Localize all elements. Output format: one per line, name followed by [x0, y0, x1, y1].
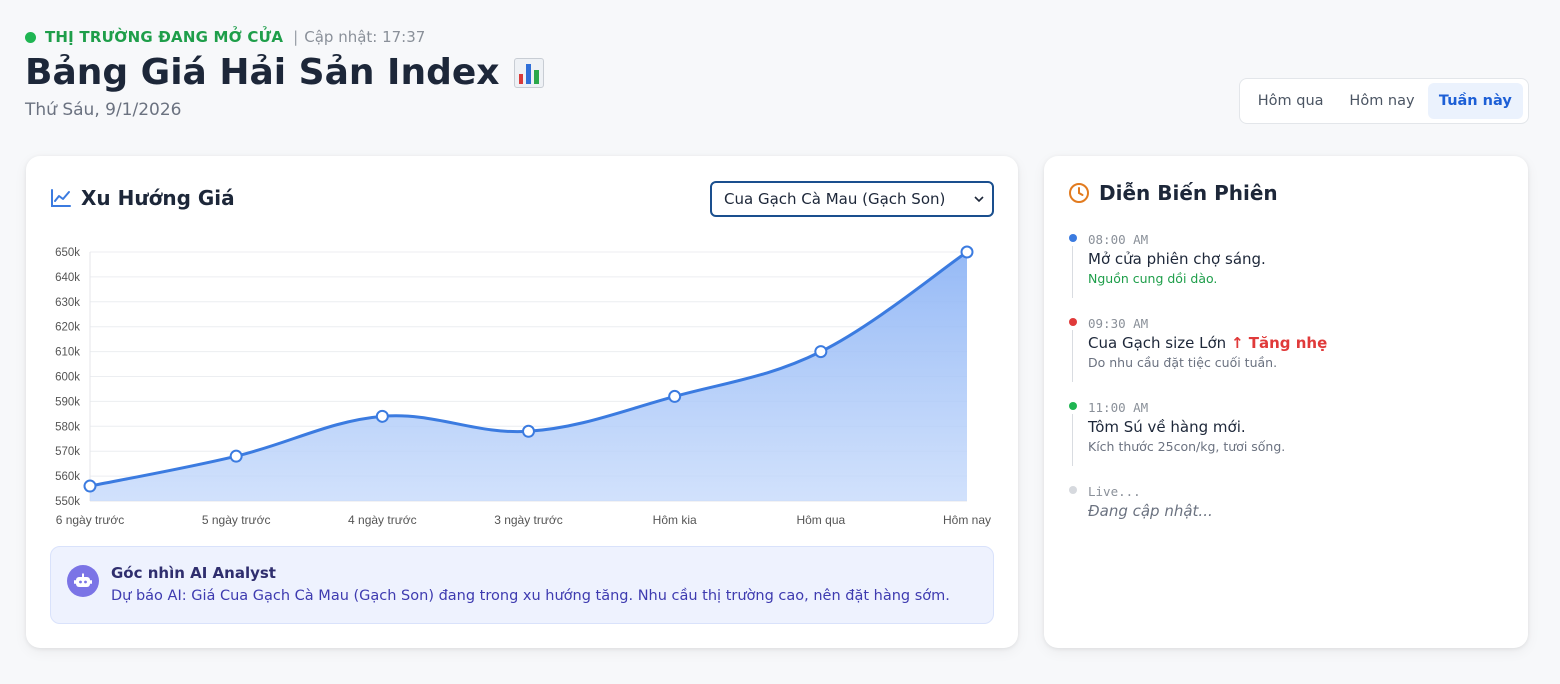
tab-today[interactable]: Hôm nay	[1349, 93, 1415, 109]
y-tick-label: 590k	[55, 396, 80, 408]
page-date: Thứ Sáu, 9/1/2026	[25, 100, 182, 120]
price-up-badge: ↑ Tăng nhẹ	[1230, 334, 1328, 352]
timeline-connector	[1072, 246, 1073, 298]
live-status: Đang cập nhật...	[1088, 502, 1213, 520]
tab-yesterday[interactable]: Hôm qua	[1257, 93, 1324, 109]
data-point[interactable]	[83, 479, 97, 493]
tab-this-week[interactable]: Tuần này	[1427, 83, 1523, 119]
bar-chart-icon	[513, 57, 544, 88]
y-tick-label: 560k	[55, 471, 80, 483]
timeline-connector	[1072, 414, 1073, 466]
x-tick-label: Hôm qua	[796, 513, 845, 527]
event-note: Nguồn cung dồi dào.	[1088, 271, 1218, 286]
chevron-down-icon	[974, 196, 984, 203]
y-tick-label: 580k	[55, 421, 80, 433]
timeline-item: 11:00 AM Tôm Sú về hàng mới. Kích thước …	[1066, 400, 1506, 484]
insight-text: Dự báo AI: Giá Cua Gạch Cà Mau (Gạch Son…	[111, 588, 950, 604]
series-area	[90, 252, 967, 501]
update-time: Cập nhật: 17:37	[304, 28, 426, 46]
y-tick-label: 650k	[55, 247, 80, 259]
timeline-item: 09:30 AM Cua Gạch size Lớn ↑ Tăng nhẹ Do…	[1066, 316, 1506, 400]
robot-icon	[67, 565, 99, 597]
y-tick-label: 640k	[55, 272, 80, 284]
y-tick-label: 570k	[55, 446, 80, 458]
x-tick-label: Hôm nay	[943, 513, 991, 527]
event-title: Mở cửa phiên chợ sáng.	[1088, 250, 1266, 268]
insight-title: Góc nhìn AI Analyst	[111, 564, 276, 582]
event-time: 08:00 AM	[1088, 232, 1149, 247]
timeline-dot	[1069, 318, 1077, 326]
event-note: Do nhu cầu đặt tiệc cuối tuần.	[1088, 355, 1278, 370]
x-tick-label: 5 ngày trước	[202, 513, 271, 527]
price-trend-card: Xu Hướng Giá Cua Gạch Cà Mau (Gạch Son) …	[26, 156, 1018, 648]
timeline-item: 08:00 AM Mở cửa phiên chợ sáng. Nguồn cu…	[1066, 232, 1506, 316]
market-state: THỊ TRƯỜNG ĐANG MỞ CỬA	[45, 28, 284, 46]
timeline-dot	[1069, 486, 1077, 494]
data-point[interactable]	[668, 389, 682, 403]
clock-icon	[1069, 183, 1089, 203]
ai-insight-box: Góc nhìn AI Analyst Dự báo AI: Giá Cua G…	[50, 546, 994, 624]
data-point[interactable]	[375, 409, 389, 423]
timeline-dot	[1069, 402, 1077, 410]
y-tick-label: 630k	[55, 297, 80, 309]
event-time: 11:00 AM	[1088, 400, 1149, 415]
timeline-connector	[1072, 330, 1073, 382]
event-title: Cua Gạch size Lớn	[1088, 334, 1227, 352]
x-tick-label: 6 ngày trước	[56, 513, 125, 527]
timeline-dot	[1069, 234, 1077, 242]
x-tick-label: 4 ngày trước	[348, 513, 417, 527]
trend-card-title: Xu Hướng Giá	[50, 186, 235, 210]
event-time: 09:30 AM	[1088, 316, 1149, 331]
event-title: Tôm Sú về hàng mới.	[1088, 418, 1246, 436]
trend-line-icon	[51, 189, 71, 207]
x-tick-label: 3 ngày trước	[494, 513, 563, 527]
trend-card-title-text: Xu Hướng Giá	[81, 186, 235, 210]
timeline: 08:00 AM Mở cửa phiên chợ sáng. Nguồn cu…	[1066, 232, 1506, 568]
y-tick-label: 550k	[55, 496, 80, 508]
y-tick-label: 620k	[55, 322, 80, 334]
data-point[interactable]	[960, 245, 974, 259]
product-select[interactable]: Cua Gạch Cà Mau (Gạch Son)	[710, 181, 994, 217]
timeline-live-item: Live... Đang cập nhật...	[1066, 484, 1506, 568]
data-point[interactable]	[229, 449, 243, 463]
session-card-title-text: Diễn Biến Phiên	[1099, 181, 1278, 205]
product-select-value: Cua Gạch Cà Mau (Gạch Son)	[724, 190, 946, 208]
x-tick-label: Hôm kia	[653, 513, 697, 527]
y-tick-label: 600k	[55, 372, 80, 384]
page-title-text: Bảng Giá Hải Sản Index	[25, 52, 500, 93]
status-dot	[25, 31, 36, 43]
data-point[interactable]	[522, 424, 535, 438]
range-tabs: Hôm qua Hôm nay Tuần này	[1239, 78, 1529, 124]
live-label: Live...	[1088, 484, 1141, 499]
data-point[interactable]	[814, 345, 828, 359]
y-tick-label: 610k	[55, 347, 80, 359]
event-title-row: Cua Gạch size Lớn ↑ Tăng nhẹ	[1088, 334, 1327, 352]
status-separator: |	[293, 28, 299, 46]
event-note: Kích thước 25con/kg, tươi sống.	[1088, 439, 1286, 454]
market-status: THỊ TRƯỜNG ĐANG MỞ CỬA | Cập nhật: 17:37	[25, 28, 425, 46]
session-timeline-card: Diễn Biến Phiên 08:00 AM Mở cửa phiên ch…	[1044, 156, 1528, 648]
price-chart: 550k 560k 570k 580k 590k 600k 610k 620k 630k 640k…	[55, 245, 991, 527]
page-title: Bảng Giá Hải Sản Index	[25, 52, 544, 93]
session-card-title: Diễn Biến Phiên	[1068, 181, 1278, 205]
